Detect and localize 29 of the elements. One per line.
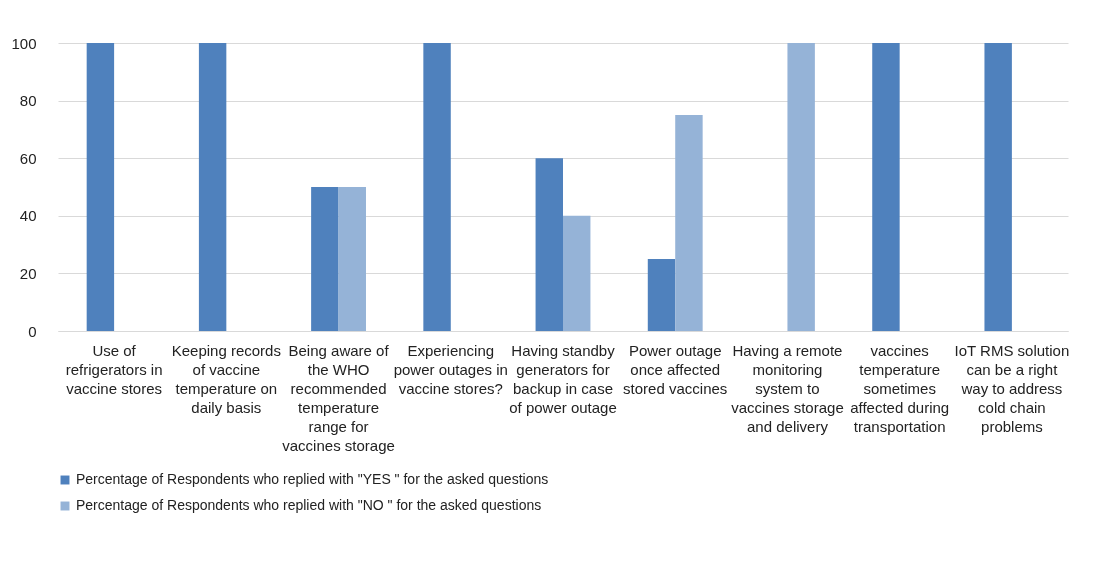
x-tick-label: Having a remote monitoring system to vaccines storage and delivery	[731, 341, 844, 435]
x-tick-label: Having standby generators for backup in case of power outage	[509, 341, 617, 416]
x-tick-label: vaccines temperature sometimes affected during transportation	[850, 341, 950, 435]
bar	[311, 187, 339, 331]
x-tick-label: Being aware of the WHO recommended temperature range for vaccines storage	[282, 341, 395, 454]
legend-label: Percentage of Respondents who replied with "YES " for the asked questions	[76, 471, 549, 487]
legend-label: Percentage of Respondents who replied with "NO " for the asked questions	[76, 497, 542, 513]
bar	[423, 43, 451, 331]
bar	[675, 115, 703, 331]
bar	[338, 187, 366, 331]
y-tick-label: 20	[19, 264, 37, 282]
y-tick-label: 60	[19, 149, 37, 167]
bar	[787, 43, 815, 331]
x-tick-label: IoT RMS solution can be a right way to address cold chain problems	[954, 341, 1070, 435]
bar	[647, 259, 676, 331]
y-tick-label: 40	[19, 207, 37, 225]
x-tick-label: Use of refrigerators in vaccine stores	[65, 341, 163, 397]
bar	[198, 43, 227, 331]
y-tick-label: 100	[11, 34, 37, 52]
bar	[563, 215, 591, 331]
y-tick-label: 0	[28, 322, 37, 340]
x-tick-label: Keeping records of vaccine temperature on daily basis	[171, 341, 281, 416]
bar	[86, 43, 115, 331]
x-tick-label: Experiencing power outages in vaccine stores?	[393, 341, 508, 397]
bar	[984, 43, 1012, 331]
x-tick-label: Power outage once affected stored vaccines	[623, 341, 728, 397]
y-tick-label: 80	[19, 92, 37, 110]
bar	[535, 158, 563, 331]
bar	[872, 43, 900, 331]
